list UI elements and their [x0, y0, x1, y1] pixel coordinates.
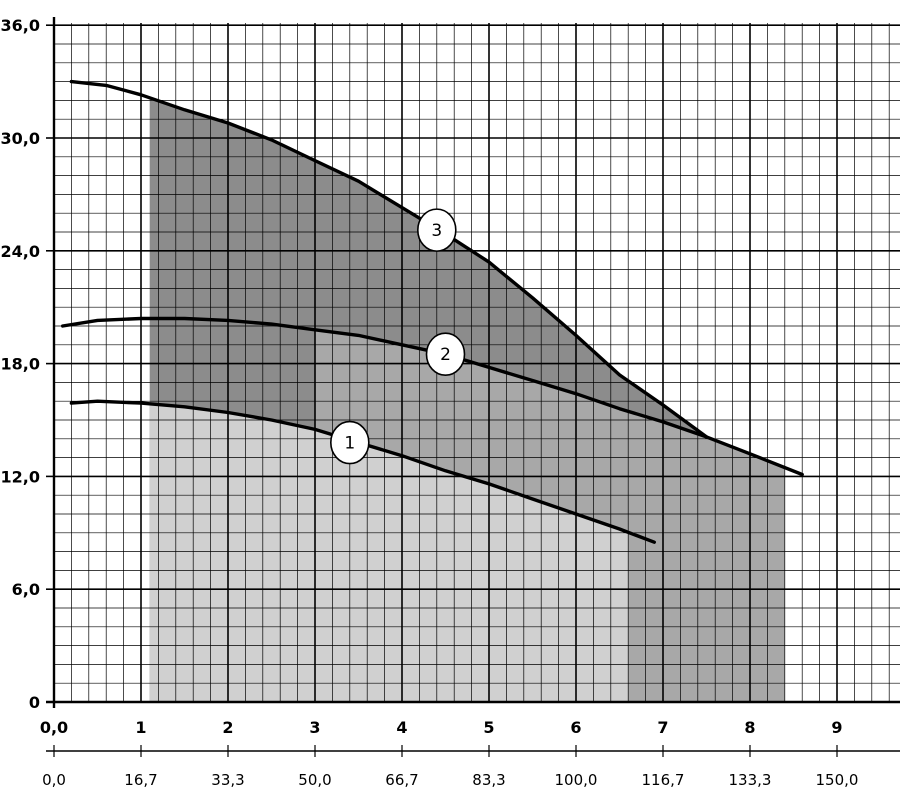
x2-tick-label: 150,0	[816, 771, 859, 789]
x2-tick-label: 33,3	[211, 771, 244, 789]
curve-label-2: 2	[425, 332, 466, 377]
curve-label-circle	[425, 332, 466, 377]
curve-2	[61, 316, 804, 477]
x-tick-label: 8	[744, 718, 755, 737]
curve-label-circle	[329, 420, 370, 465]
x2-tick-label: 83,3	[472, 771, 505, 789]
x2-tick-label: 50,0	[298, 771, 331, 789]
y-tick-label: 12,0	[1, 467, 40, 486]
region-1	[149, 403, 629, 702]
curve-label-3: 3	[416, 208, 457, 252]
y-tick-label: 6,0	[12, 580, 40, 599]
x-tick-label: 1	[135, 718, 146, 737]
curve-3	[69, 79, 709, 439]
x2-tick-label: 16,7	[124, 771, 157, 789]
axes	[46, 17, 900, 757]
x-tick-label: 6	[570, 718, 581, 737]
tick-labels: 0 6,0 12,0 18,0 24,0 30,0 36,0 0,0 1 2 3 4 5 6 7 8 9 0,0 1…	[1, 16, 859, 789]
y-tick-label: 24,0	[1, 242, 40, 261]
curve-label-1: 1	[329, 420, 370, 465]
shaded-regions	[149, 97, 785, 703]
y-tick-label: 18,0	[1, 355, 40, 374]
curve-label-circle	[416, 208, 457, 252]
y-tick-label: 36,0	[1, 16, 40, 35]
y-tick-label: 0	[29, 693, 40, 712]
grid	[53, 23, 900, 703]
x-tick-label: 9	[831, 718, 842, 737]
x-tick-label: 7	[657, 718, 668, 737]
curve-label-text: 1	[344, 434, 355, 454]
y-tick-label: 30,0	[1, 129, 40, 148]
x2-tick-label: 100,0	[555, 771, 598, 789]
x-tick-label: 3	[309, 718, 320, 737]
x2-tick-label: 0,0	[42, 771, 66, 789]
x2-tick-label: 66,7	[385, 771, 418, 789]
x-tick-label: 2	[222, 718, 233, 737]
x2-tick-label: 116,7	[642, 771, 685, 789]
x-tick-label: 5	[483, 718, 494, 737]
x2-tick-label: 133,3	[729, 771, 772, 789]
x-tick-label: 0,0	[40, 718, 68, 737]
curve-label-text: 2	[440, 345, 451, 365]
x-tick-label: 4	[396, 718, 407, 737]
curve-label-text: 3	[431, 221, 442, 241]
curve-labels: 1 2 3	[329, 208, 466, 465]
